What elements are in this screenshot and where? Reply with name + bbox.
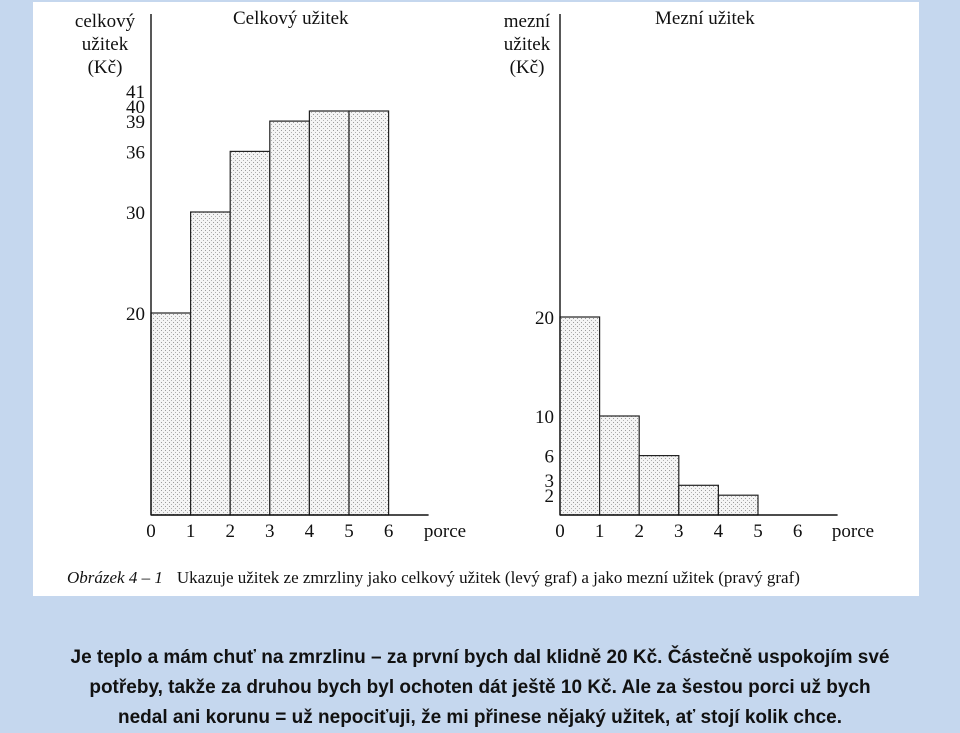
left-x-tick-label: 0 xyxy=(146,521,156,542)
right-chart-title: Mezní užitek xyxy=(655,8,755,29)
right-bar xyxy=(638,455,680,516)
left-bar xyxy=(150,312,192,516)
commentary-line: nedal ani korunu = už nepociťuji, že mi … xyxy=(117,707,843,728)
commentary-line: potřeby, takže za druhou bych byl ochote… xyxy=(89,677,871,698)
left-x-tick-label: 5 xyxy=(344,521,354,542)
left-y-tick-label: 39 xyxy=(126,112,145,133)
right-bar xyxy=(678,484,719,516)
right-x-axis-label: porce xyxy=(832,521,874,542)
commentary-line: Je teplo a mám chuť na zmrzlinu – za prv… xyxy=(70,647,890,668)
left-y-tick-label: 40 xyxy=(126,97,145,118)
left-x-tick-label: 2 xyxy=(225,521,235,542)
left-bar xyxy=(308,110,350,516)
right-y-tick-label: 20 xyxy=(535,308,554,329)
left-bar xyxy=(348,110,390,516)
left-x-tick-label: 1 xyxy=(186,521,196,542)
right-y-tick-label: 6 xyxy=(545,447,555,468)
left-ylabel-line: (Kč) xyxy=(87,57,123,78)
caption-label: Obrázek 4 – 1 xyxy=(67,568,163,587)
caption-text: Ukazuje užitek ze zmrzliny jako celkový … xyxy=(176,568,800,587)
left-chart-title: Celkový užitek xyxy=(233,8,349,29)
figure-caption: Obrázek 4 – 1 Ukazuje užitek ze zmrzliny … xyxy=(67,568,800,588)
right-x-tick-label: 5 xyxy=(753,521,763,542)
left-x-tick-label: 3 xyxy=(265,521,275,542)
left-ylabel-line: celkový xyxy=(74,11,136,32)
left-y-axis-label: celkový užitek (Kč) xyxy=(66,10,144,79)
right-ylabel-line: užitek xyxy=(503,34,551,55)
left-bar xyxy=(229,150,271,516)
right-ylabel-line: (Kč) xyxy=(509,57,545,78)
figure-panel: 0 1 2 3 4 5 6 porce 20 30 36 39 40 41 0 1 2 3 4 5 6 porce 2 3 6 1… xyxy=(33,2,919,596)
left-y-tick-label: 41 xyxy=(126,82,145,103)
right-bar xyxy=(598,415,640,516)
left-x-axis-label: porce xyxy=(424,521,466,542)
right-x-tick-label: 6 xyxy=(793,521,803,542)
right-x-tick-label: 2 xyxy=(634,521,644,542)
right-bar xyxy=(559,316,601,516)
left-ylabel-line: užitek xyxy=(81,34,129,55)
left-y-tick-label: 20 xyxy=(126,304,145,325)
left-x-tick-label: 6 xyxy=(384,521,394,542)
left-y-tick-label: 36 xyxy=(126,142,145,163)
left-x-tick-label: 4 xyxy=(305,521,315,542)
right-y-axis-label: mezní užitek (Kč) xyxy=(495,10,559,79)
right-x-tick-label: 0 xyxy=(555,521,565,542)
right-y-tick-label: 10 xyxy=(535,407,554,428)
left-bar xyxy=(190,211,231,516)
right-bar xyxy=(717,494,759,516)
left-y-tick-label: 30 xyxy=(126,203,145,224)
commentary-text: Je teplo a mám chuť na zmrzlinu – za prv… xyxy=(0,643,960,733)
right-x-tick-label: 3 xyxy=(674,521,684,542)
right-y-tick-label: 3 xyxy=(545,471,555,492)
right-y-tick-label: 2 xyxy=(545,486,555,507)
right-x-tick-label: 1 xyxy=(595,521,605,542)
right-x-tick-label: 4 xyxy=(714,521,724,542)
left-bar xyxy=(269,120,311,516)
right-ylabel-line: mezní xyxy=(503,11,551,32)
